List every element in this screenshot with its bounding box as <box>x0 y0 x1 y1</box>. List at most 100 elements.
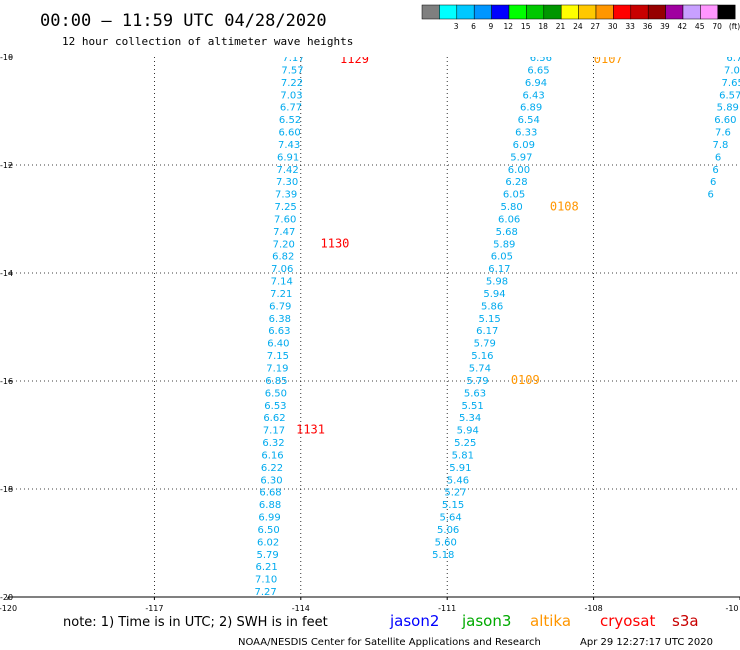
swh-value-label: 7.57 <box>281 65 303 76</box>
legend-label: 18 <box>538 22 548 31</box>
swh-value-label: 6.88 <box>259 500 281 511</box>
legend-label: 42 <box>678 22 688 31</box>
swh-value-label: 7.10 <box>255 575 277 586</box>
legend-label: 33 <box>625 22 635 31</box>
swh-value-label: 5.80 <box>500 202 522 213</box>
satellite-name-s3a: s3a <box>672 612 699 630</box>
legend-swatch <box>613 4 632 20</box>
swh-value-label: 5.86 <box>481 301 503 312</box>
swh-value-label: 7.05 <box>724 65 740 76</box>
y-tick-label: -18 <box>0 485 13 494</box>
satellite-name-jason3: jason3 <box>461 612 511 630</box>
legend-swatch <box>456 4 475 20</box>
x-tick-label: -120 <box>0 604 17 613</box>
chart-title: 00:00 – 11:59 UTC 04/28/2020 <box>40 11 327 31</box>
pass-time-label: 0109 <box>511 373 540 387</box>
legend-swatch <box>595 4 614 20</box>
swh-value-label: 7.15 <box>267 351 289 362</box>
swh-value-label: 6 <box>710 177 716 188</box>
swh-value-label: 5.79 <box>466 376 488 387</box>
swh-value-label: 6 <box>708 190 714 201</box>
swh-value-label: 6.60 <box>714 115 736 126</box>
swh-value-label: 5.27 <box>444 488 466 499</box>
swh-value-label: 6.38 <box>269 314 291 325</box>
swh-value-label: 5.34 <box>459 413 481 424</box>
swh-value-label: 5.64 <box>439 513 461 524</box>
swh-value-label: 7.22 <box>281 78 303 89</box>
swh-value-label: 5.15 <box>479 314 501 325</box>
swh-value-label: 7.17 <box>263 426 285 437</box>
swh-value-label: 6.60 <box>278 128 300 139</box>
legend-swatch <box>682 4 701 20</box>
chart-footer: note: 1) Time is in UTC; 2) SWH is in fe… <box>63 612 713 648</box>
swh-value-label: 7.14 <box>271 277 293 288</box>
swh-value-label: 5.15 <box>442 500 464 511</box>
swh-value-label: 7.43 <box>278 140 300 151</box>
legend-label: 70 <box>712 22 722 31</box>
swh-value-label: 6.16 <box>261 450 283 461</box>
legend-swatch <box>560 4 579 20</box>
pass-time-label: 1131 <box>296 423 325 437</box>
legend-label: 12 <box>504 22 514 31</box>
footer-timestamp: Apr 29 12:27:17 UTC 2020 <box>580 637 713 648</box>
legend-label: 45 <box>695 22 705 31</box>
swh-value-label: 5.46 <box>447 475 469 486</box>
swh-value-label: 6.50 <box>257 525 279 536</box>
swh-value-label: 5.79 <box>256 550 278 561</box>
legend-swatch <box>665 4 684 20</box>
swh-value-label: 6.85 <box>265 376 287 387</box>
swh-value-label: 5.51 <box>461 401 483 412</box>
swh-value-label: 7.19 <box>266 364 288 375</box>
pass-time-label: 0108 <box>550 200 579 214</box>
x-tick-label: -108 <box>585 604 603 613</box>
swh-value-label: 7.8 <box>713 140 729 151</box>
swh-value-label: 7.06 <box>271 264 293 275</box>
legend-swatch <box>647 4 666 20</box>
swh-value-label: 6.53 <box>264 401 286 412</box>
y-tick-label: -12 <box>0 161 13 170</box>
swh-value-label: 6.91 <box>277 152 299 163</box>
swh-value-label: 6.62 <box>263 413 285 424</box>
legend-swatch <box>717 4 736 20</box>
swh-value-label: 5.91 <box>449 463 471 474</box>
swh-value-label: 7.60 <box>274 214 296 225</box>
chart-subtitle: 12 hour collection of altimeter wave hei… <box>62 35 353 48</box>
swh-value-label: 6.22 <box>261 463 283 474</box>
axis-ticks: -120 -117 -114 -111 -108 -10 -10 -12 -14 -16 -18 -2… <box>0 53 740 613</box>
y-tick-label: -20 <box>0 593 13 602</box>
swh-value-label: 7.30 <box>276 177 298 188</box>
swh-value-label: 7.25 <box>275 202 297 213</box>
legend-label: 15 <box>521 22 531 31</box>
y-tick-label: -10 <box>0 53 13 62</box>
color-scale-legend: 3 6 9 12 15 18 21 24 27 30 33 36 39 42 45 70 (ft) <box>421 4 740 31</box>
swh-value-label: 6.63 <box>268 326 290 337</box>
swh-value-label: 6.05 <box>503 190 525 201</box>
swh-value-label: 6.99 <box>258 513 280 524</box>
swh-value-label: 5.06 <box>437 525 459 536</box>
swh-value-label: 6.06 <box>498 214 520 225</box>
legend-swatch <box>578 4 597 20</box>
swh-value-label: 6.32 <box>262 438 284 449</box>
plot-grid <box>8 57 740 598</box>
swh-value-label: 5.98 <box>486 277 508 288</box>
swh-value-label: 6.65 <box>527 65 549 76</box>
swh-value-label: 7.39 <box>275 190 297 201</box>
legend-label: 27 <box>591 22 601 31</box>
swh-value-label: 6.28 <box>505 177 527 188</box>
swh-value-label: 6.43 <box>522 90 544 101</box>
swh-value-label: 5.89 <box>493 239 515 250</box>
legend-label: 30 <box>608 22 618 31</box>
swh-value-label: 5.16 <box>471 351 493 362</box>
swh-value-label: 6.33 <box>515 128 537 139</box>
satellite-name-cryosat: cryosat <box>600 612 655 630</box>
footer-credit: NOAA/NESDIS Center for Satellite Applica… <box>238 637 541 648</box>
swh-value-label: 6.02 <box>257 537 279 548</box>
swh-value-label: 7.21 <box>270 289 292 300</box>
swh-value-label: 6.57 <box>719 90 740 101</box>
legend-swatch <box>508 4 527 20</box>
y-tick-label: -14 <box>0 269 13 278</box>
swh-value-label: 6.79 <box>269 301 291 312</box>
swh-value-label: 6.52 <box>279 115 301 126</box>
swh-value-label: 7.42 <box>276 165 298 176</box>
